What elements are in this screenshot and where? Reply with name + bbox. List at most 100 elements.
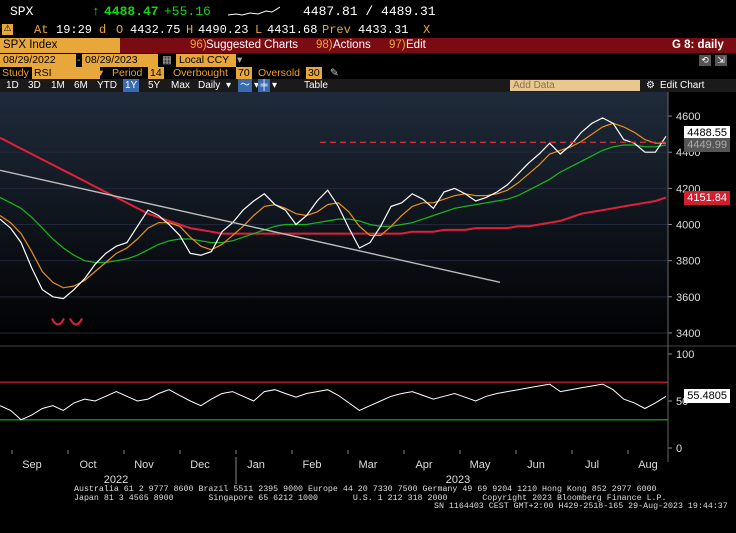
- frequency-dropdown-icon[interactable]: ▾: [226, 80, 232, 91]
- currency-field[interactable]: Local CCY: [176, 54, 236, 67]
- x-tick-label: Jul: [585, 459, 599, 471]
- period-field[interactable]: 14: [148, 67, 164, 79]
- date-separator: -: [77, 54, 81, 66]
- x-tick-label: Jun: [527, 459, 545, 471]
- oversold-field[interactable]: 30: [306, 67, 322, 79]
- range-1y[interactable]: 1Y: [123, 79, 140, 92]
- pencil-icon[interactable]: ✎: [330, 67, 339, 79]
- at-label: At: [34, 23, 49, 37]
- x-tick-label: Oct: [79, 459, 96, 471]
- back-icon[interactable]: ⟲: [699, 55, 711, 66]
- rsi-y-tick-label: 100: [676, 349, 694, 361]
- year-label: 2023: [446, 474, 470, 486]
- frequency-select[interactable]: Daily: [198, 80, 221, 91]
- page-indicator: G 8: daily: [672, 39, 724, 51]
- edit-chart-button[interactable]: Edit Chart: [660, 80, 705, 91]
- table-button[interactable]: Table: [304, 80, 328, 91]
- security-name[interactable]: SPX Index: [0, 38, 120, 53]
- ma-slow-label: 4151.84: [684, 191, 730, 206]
- line-type-dropdown-icon[interactable]: ▾: [254, 80, 260, 91]
- low-value: 4431.68: [267, 23, 318, 37]
- rsi-y-tick-label: 0: [676, 443, 682, 455]
- calendar-icon[interactable]: ▦: [162, 54, 172, 66]
- up-arrow-icon: ↑: [92, 4, 100, 19]
- y-tick-label: 4000: [676, 220, 700, 232]
- range-5y[interactable]: 5Y: [148, 80, 161, 91]
- footer: Australia 61 2 9777 8600 Brazil 5511 239…: [0, 485, 736, 512]
- range-6m[interactable]: 6M: [74, 80, 88, 91]
- x-tick-label: Jan: [247, 459, 265, 471]
- date-range-row: 08/29/2022 - 08/29/2023 ▦ Local CCY ▾ ⟲ …: [0, 54, 736, 67]
- actions-num: 98): [316, 39, 333, 51]
- currency-dropdown-icon[interactable]: ▾: [237, 54, 243, 66]
- ma-label: 4449.99: [684, 137, 730, 152]
- bar-type-dropdown-icon[interactable]: ▾: [272, 80, 278, 91]
- prev-value: 4433.31: [358, 23, 409, 37]
- line-type-icon[interactable]: 〜: [238, 79, 252, 92]
- rsi-value-label: 55.4805: [684, 388, 730, 403]
- bottom-mark: [51, 318, 65, 326]
- range-ytd[interactable]: YTD: [97, 80, 117, 91]
- range-3d[interactable]: 3D: [28, 80, 41, 91]
- range-max[interactable]: Max: [171, 80, 190, 91]
- bid-ask: 4487.81 / 4489.31: [303, 4, 436, 19]
- study-row: Study RSI ▾ Period 14 Overbought 70 Over…: [0, 67, 736, 79]
- open-value: 4432.75: [130, 23, 181, 37]
- x-tick-label: Apr: [415, 459, 432, 471]
- end-date-field[interactable]: 08/29/2023: [82, 54, 158, 67]
- year-label: 2022: [104, 474, 128, 486]
- forward-icon[interactable]: ⇲: [715, 55, 727, 66]
- x-tick-label: Mar: [359, 459, 378, 471]
- prev-label: Prev: [322, 23, 351, 37]
- edit-button[interactable]: Edit: [406, 39, 426, 51]
- close-quote-x[interactable]: X: [423, 23, 431, 37]
- title-bar: SPX Index 96) Suggested Charts 98) Actio…: [0, 38, 736, 53]
- status-icon: ⚠: [2, 24, 13, 35]
- quote-bar: ⚠ At 19:29 d O 4432.75 H 4490.23 L 4431.…: [0, 22, 736, 38]
- y-tick-label: 4600: [676, 111, 700, 123]
- rsi-line: [0, 383, 667, 421]
- add-data-field[interactable]: Add Data: [510, 80, 640, 91]
- rsi-panel-background: [0, 348, 668, 462]
- edit-num: 97): [389, 39, 406, 51]
- chart-area: 4600 4400 4200 4000 3800 3600 3400 100 50 0 Sep O…: [0, 92, 736, 530]
- last-price: 4488.47: [104, 4, 159, 19]
- actions-button[interactable]: Actions: [333, 39, 371, 51]
- price-change: +55.16: [164, 4, 211, 19]
- settings-icon[interactable]: ⚙: [646, 80, 655, 91]
- x-tick-label: Sep: [22, 459, 42, 471]
- bottom-mark: [69, 318, 83, 326]
- high-value: 4490.23: [198, 23, 249, 37]
- range-toolbar: 1D 3D 1M 6M YTD 1Y 5Y Max Daily ▾ 〜 ▾ ╪ …: [0, 79, 736, 92]
- suggested-num: 96): [190, 39, 207, 51]
- sparkline-icon: [227, 6, 281, 22]
- y-tick-label: 3600: [676, 292, 700, 304]
- main-panel-background: [0, 92, 668, 344]
- study-dropdown-icon[interactable]: ▾: [98, 67, 104, 79]
- footer-line-1: Australia 61 2 9777 8600 Brazil 5511 239…: [74, 485, 657, 494]
- x-tick-label: Feb: [303, 459, 322, 471]
- range-1m[interactable]: 1M: [51, 80, 65, 91]
- study-label: Study: [2, 67, 29, 79]
- footer-line-2: Japan 81 3 4565 8900 Singapore 65 6212 1…: [74, 493, 667, 503]
- study-field[interactable]: RSI: [32, 67, 100, 79]
- overbought-field[interactable]: 70: [236, 67, 252, 79]
- range-1d[interactable]: 1D: [6, 80, 19, 91]
- overbought-label: Overbought: [173, 67, 228, 79]
- x-tick-label: Nov: [134, 459, 154, 471]
- low-label: L: [255, 23, 263, 37]
- open-label: O: [116, 23, 124, 37]
- start-date-field[interactable]: 08/29/2022: [0, 54, 76, 67]
- high-label: H: [186, 23, 194, 37]
- d-label: d: [99, 23, 107, 37]
- price-line: [0, 117, 667, 300]
- y-tick-label: 3400: [676, 328, 700, 340]
- ma-fast-line: [0, 122, 666, 289]
- x-tick-label: May: [470, 459, 491, 471]
- x-tick-label: Dec: [190, 459, 210, 471]
- suggested-charts-button[interactable]: Suggested Charts: [206, 39, 299, 51]
- bar-type-icon[interactable]: ╪: [258, 79, 270, 92]
- ticker-bar: SPX ↑ 4488.47 +55.16 4487.81 / 4489.31: [0, 0, 736, 22]
- x-tick-label: Aug: [638, 459, 658, 471]
